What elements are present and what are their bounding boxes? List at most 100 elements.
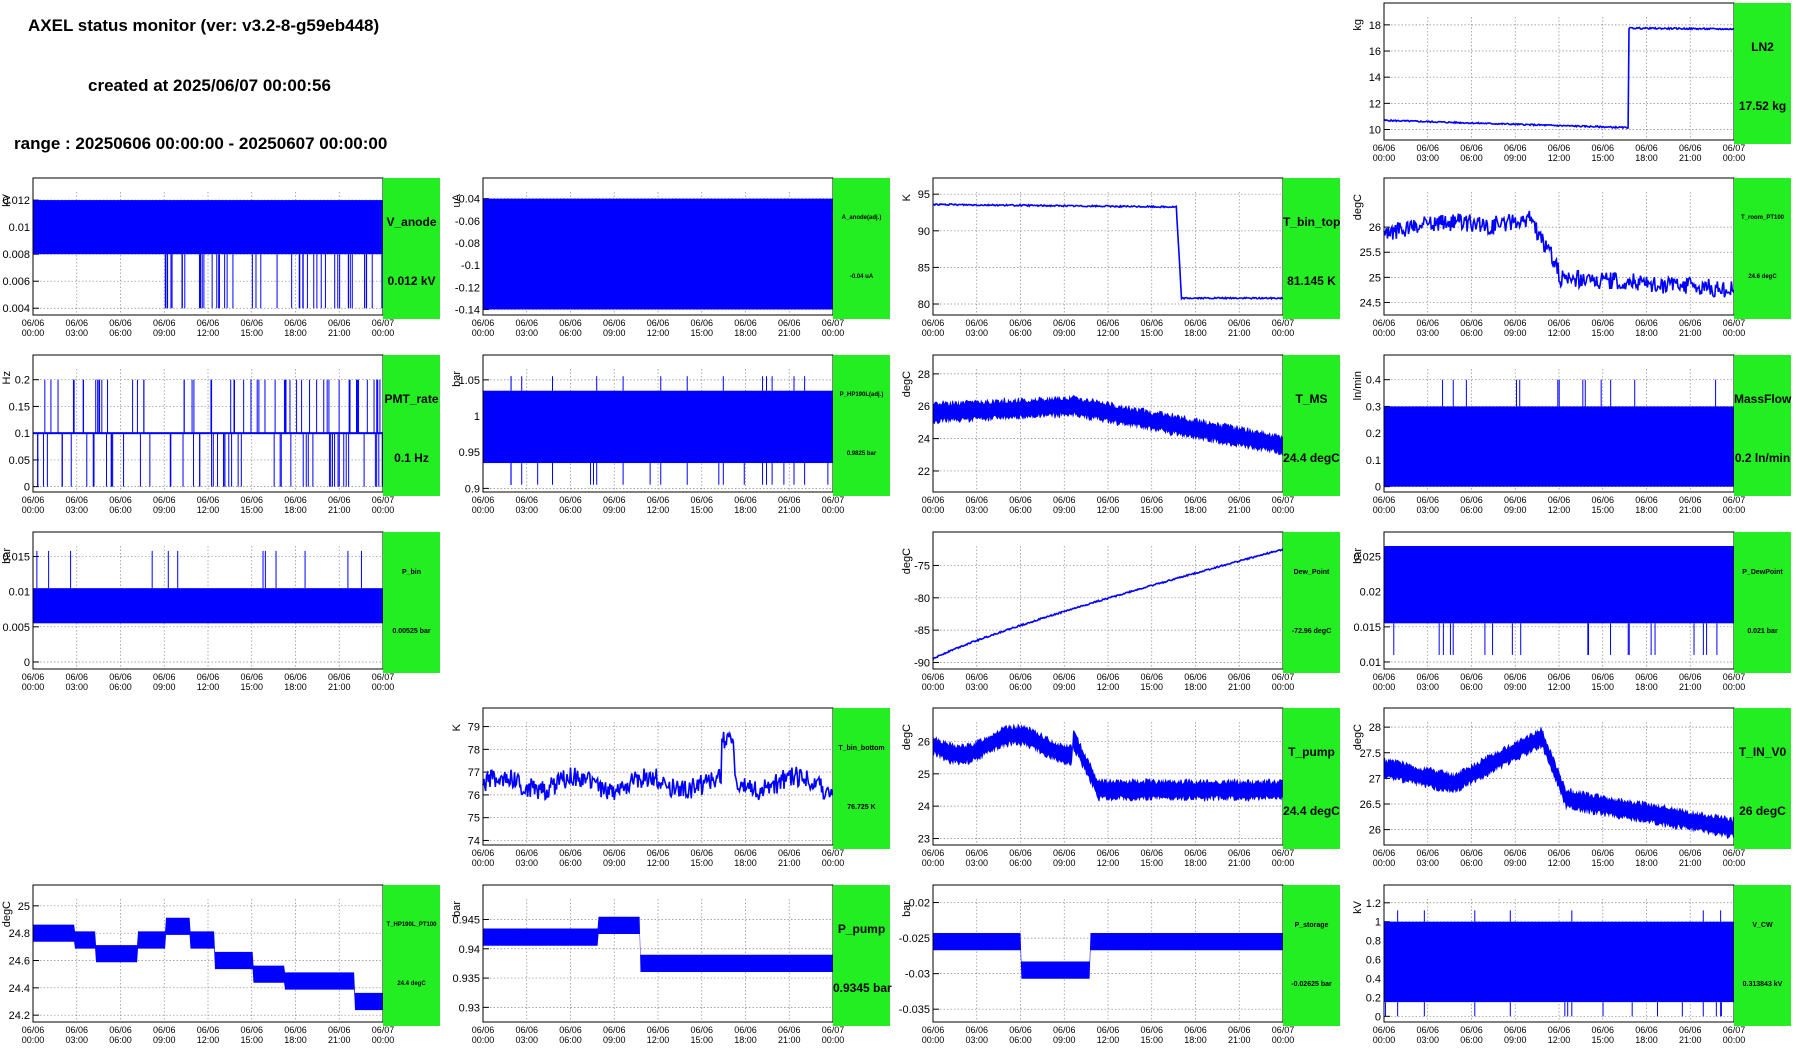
x-tick-time: 09:00 xyxy=(1053,1035,1076,1045)
panel-t-bin-top: 06/06 00:00 06/06 03:00 06/06 06:00 06/06 09:00… xyxy=(900,177,1340,343)
series-trace xyxy=(933,394,1283,456)
x-tick-date: 06/07 xyxy=(1723,1025,1746,1035)
x-tick-date: 06/06 xyxy=(1053,1025,1076,1035)
y-tick-label: 0.006 xyxy=(2,276,30,288)
x-tick-time: 00:00 xyxy=(22,328,45,338)
plot-t_bin_bottom: 06/0600:0006/0603:0006/0606:0006/0609:00… xyxy=(451,707,844,868)
y-tick-label: 27.5 xyxy=(1360,748,1381,760)
x-tick-time: 09:00 xyxy=(603,505,626,515)
x-tick-time: 00:00 xyxy=(1373,1035,1396,1045)
x-tick-date: 06/06 xyxy=(65,318,88,328)
x-tick-date: 06/06 xyxy=(1053,318,1076,328)
x-tick-date: 06/06 xyxy=(1373,672,1396,682)
band-fill xyxy=(1384,406,1734,487)
x-tick-time: 15:00 xyxy=(1140,858,1163,868)
x-tick-time: 06:00 xyxy=(559,858,582,868)
y-tick-label: 25 xyxy=(918,769,930,781)
status-name: LN2 xyxy=(1751,39,1774,54)
y-tick-label: 0 xyxy=(24,657,30,669)
x-tick-date: 06/07 xyxy=(1272,672,1295,682)
y-unit-label: bar xyxy=(451,901,463,917)
x-tick-date: 06/06 xyxy=(1591,672,1614,682)
status-box: PMT_rate 0.1 Hz xyxy=(383,355,440,496)
x-tick-time: 18:00 xyxy=(1635,1035,1658,1045)
y-tick-label: 74 xyxy=(468,835,480,847)
plot-p_storage: 06/0600:0006/0603:0006/0606:0006/0609:00… xyxy=(899,884,1294,1045)
x-tick-date: 06/06 xyxy=(559,495,582,505)
x-tick-date: 06/06 xyxy=(1679,318,1702,328)
plot-ln2: 06/0600:0006/0603:0006/0606:0006/0609:00… xyxy=(1352,2,1745,163)
y-tick-label: 24.8 xyxy=(9,928,30,940)
x-tick-time: 12:00 xyxy=(1548,328,1571,338)
plot-t_room: 06/0600:0006/0603:0006/0606:0006/0609:00… xyxy=(1352,177,1745,338)
x-tick-time: 03:00 xyxy=(65,328,88,338)
x-tick-date: 06/06 xyxy=(1548,143,1571,153)
status-box: MassFlow 0.2 ln/min xyxy=(1734,355,1791,496)
y-tick-label: 79 xyxy=(468,722,480,734)
x-tick-date: 06/06 xyxy=(328,1025,351,1035)
step-band xyxy=(33,917,383,1011)
status-value: 0.313843 kV xyxy=(1742,980,1783,988)
x-tick-date: 06/06 xyxy=(965,672,988,682)
status-box: P_pump 0.9345 bar xyxy=(833,885,892,1026)
x-tick-date: 06/06 xyxy=(1140,318,1163,328)
x-tick-date: 06/06 xyxy=(153,672,176,682)
x-tick-time: 15:00 xyxy=(1591,153,1614,163)
x-tick-time: 00:00 xyxy=(372,328,395,338)
x-tick-time: 18:00 xyxy=(1635,682,1658,692)
x-tick-time: 00:00 xyxy=(1373,682,1396,692)
panel-v-cw: 06/06 00:00 06/06 03:00 06/06 06:00 06/06 09:00… xyxy=(1351,884,1791,1050)
y-tick-label: 0.008 xyxy=(2,249,30,261)
x-tick-date: 06/06 xyxy=(559,848,582,858)
x-tick-time: 09:00 xyxy=(153,1035,176,1045)
x-tick-time: 15:00 xyxy=(1591,858,1614,868)
x-tick-date: 06/06 xyxy=(284,1025,307,1035)
panel-t-in-v0: 06/06 00:00 06/06 03:00 06/06 06:00 06/06 09:00… xyxy=(1351,707,1791,873)
x-tick-date: 06/06 xyxy=(734,1025,757,1035)
status-value: -72.96 degC xyxy=(1291,627,1332,635)
x-tick-date: 06/06 xyxy=(734,848,757,858)
x-tick-time: 15:00 xyxy=(1591,328,1614,338)
x-tick-date: 06/06 xyxy=(1140,672,1163,682)
panel-t-pump: 06/06 00:00 06/06 03:00 06/06 06:00 06/06 09:00… xyxy=(900,707,1340,873)
status-box: T_IN_V0 26 degC xyxy=(1734,708,1791,849)
x-tick-time: 15:00 xyxy=(1140,1035,1163,1045)
x-tick-date: 06/07 xyxy=(822,318,845,328)
y-tick-label: 26 xyxy=(1369,825,1381,837)
series-trace xyxy=(1384,546,1734,655)
x-tick-date: 06/06 xyxy=(1504,848,1527,858)
status-name: V_CW xyxy=(1752,921,1773,929)
y-tick-label: 24 xyxy=(918,434,930,446)
y-tick-label: 0.1 xyxy=(1366,455,1381,467)
y-tick-label: 80 xyxy=(918,299,930,311)
x-tick-date: 06/06 xyxy=(603,848,626,858)
panel-p-dewpoint: 06/06 00:00 06/06 03:00 06/06 06:00 06/06 09:00… xyxy=(1351,531,1791,697)
x-tick-date: 06/06 xyxy=(1184,318,1207,328)
x-tick-time: 09:00 xyxy=(1504,682,1527,692)
series-trace xyxy=(1384,910,1734,1017)
status-name: P_storage xyxy=(1294,921,1329,929)
plot-pmt_rate: 06/0600:0006/0603:0006/0606:0006/0609:00… xyxy=(1,354,394,515)
status-name: P_pump xyxy=(837,921,886,936)
band-fill xyxy=(33,200,383,255)
status-value: 26 degC xyxy=(1739,803,1786,818)
x-tick-date: 06/06 xyxy=(1548,848,1571,858)
x-tick-date: 06/06 xyxy=(1504,318,1527,328)
x-tick-time: 06:00 xyxy=(1460,1035,1483,1045)
x-tick-time: 21:00 xyxy=(778,858,801,868)
status-value: 24.4 degC xyxy=(397,980,426,987)
status-value: 76.725 K xyxy=(847,803,876,811)
x-tick-time: 21:00 xyxy=(778,328,801,338)
status-value: 17.52 kg xyxy=(1738,98,1787,113)
status-name: T_HP190L_PT100 xyxy=(386,921,437,928)
created-timestamp: created at 2025/06/07 00:00:56 xyxy=(88,76,331,95)
y-tick-label: 0 xyxy=(1375,1011,1381,1023)
x-tick-time: 03:00 xyxy=(515,1035,538,1045)
y-tick-label: 85 xyxy=(918,262,930,274)
x-tick-date: 06/06 xyxy=(922,495,945,505)
status-value: 0.1 Hz xyxy=(394,450,429,465)
x-tick-date: 06/06 xyxy=(1416,495,1439,505)
plot-v_anode: 06/0600:0006/0603:0006/0606:0006/0609:00… xyxy=(1,177,394,338)
band-fill xyxy=(1384,921,1734,1003)
y-unit-label: bar xyxy=(451,371,463,387)
